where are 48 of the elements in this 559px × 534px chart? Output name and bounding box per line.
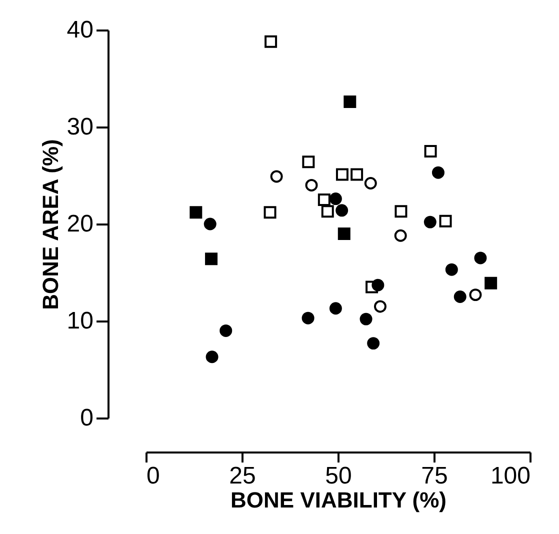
- point: [321, 205, 334, 218]
- x-tick-label: 50: [325, 462, 352, 490]
- point: [302, 156, 315, 168]
- point: [424, 216, 436, 228]
- point: [206, 350, 218, 364]
- point: [439, 214, 452, 228]
- point: [445, 263, 458, 276]
- x-tick-label: 75: [421, 462, 448, 490]
- point: [264, 35, 278, 48]
- point: [367, 337, 380, 350]
- point: [374, 300, 386, 313]
- point: [302, 312, 314, 324]
- point: [264, 206, 276, 219]
- point: [364, 177, 377, 190]
- y-tick-label: 0: [80, 404, 94, 432]
- y-tick-label: 30: [66, 114, 94, 140]
- point: [372, 278, 384, 292]
- x-axis-title: BONE VIABILITY (%): [230, 488, 446, 512]
- point: [454, 290, 466, 303]
- point: [484, 276, 498, 290]
- point: [394, 229, 407, 242]
- x-tick-label: 25: [229, 462, 256, 490]
- point: [338, 227, 350, 240]
- point: [394, 205, 408, 218]
- point: [350, 168, 364, 181]
- y-tick-label: 40: [66, 16, 94, 44]
- point: [318, 194, 330, 206]
- point: [329, 302, 342, 315]
- point: [305, 178, 318, 192]
- point: [474, 252, 487, 264]
- x-tick-label: 0: [146, 462, 160, 490]
- point: [360, 312, 372, 326]
- point: [424, 145, 437, 158]
- point: [432, 166, 444, 179]
- point: [205, 252, 218, 266]
- point: [190, 206, 202, 219]
- point: [336, 204, 348, 217]
- point: [270, 170, 283, 183]
- point: [204, 218, 216, 230]
- point: [469, 288, 482, 302]
- point: [329, 192, 342, 206]
- point: [336, 168, 348, 181]
- y-tick-label: 20: [66, 210, 94, 238]
- x-tick-label: 100: [490, 462, 530, 490]
- point: [344, 96, 356, 108]
- point: [220, 324, 232, 337]
- y-axis-title: BONE AREA (%): [38, 139, 63, 310]
- y-tick-label: 10: [66, 308, 94, 334]
